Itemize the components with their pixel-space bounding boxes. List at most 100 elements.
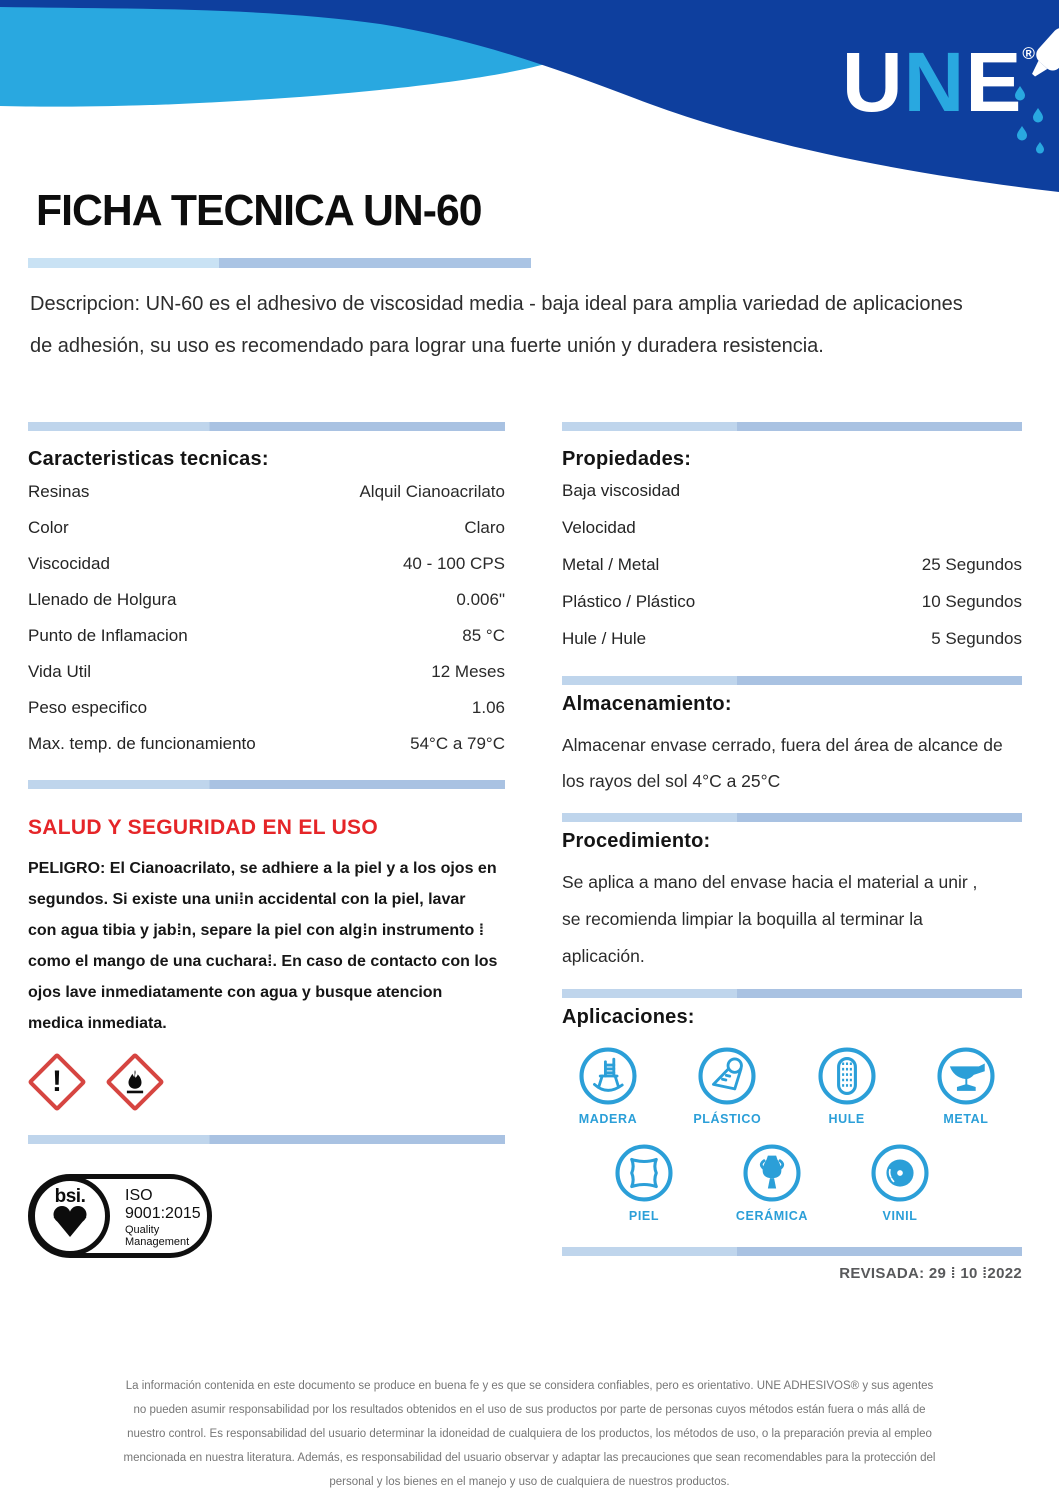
application-ceramica: CERÁMICA	[726, 1142, 818, 1223]
application-hule: HULE	[801, 1045, 893, 1126]
propiedades-table: Baja viscosidad Velocidad Metal / Metal 2…	[562, 481, 1022, 666]
spec-value: 40 - 100 CPS	[402, 554, 505, 573]
spec-label: Metal / Metal	[562, 555, 660, 574]
application-label: VINIL	[882, 1209, 918, 1223]
vinyl-record-icon	[871, 1144, 929, 1202]
page-title: FICHA TECNICA UN-60	[36, 186, 483, 235]
section-divider	[562, 1247, 1022, 1256]
application-label: METAL	[943, 1112, 989, 1126]
revision-date: REVISADA: 29 ⁞ 10 ⁞2022	[839, 1265, 1022, 1282]
application-label: HULE	[828, 1112, 865, 1126]
application-madera: MADERA	[562, 1045, 654, 1126]
description-paragraph: Descripcion: UN-60 es el adhesivo de vis…	[30, 283, 975, 367]
quality-line: Management	[125, 1236, 190, 1249]
bsi-brand-text: bsi.	[54, 1186, 86, 1207]
logo-letter-u: U	[842, 35, 904, 129]
section-divider	[562, 422, 1022, 431]
bsi-cert-text: ISO 9001:2015 Quality Management	[125, 1187, 201, 1249]
footer-disclaimer: La información contenida en este documen…	[123, 1380, 936, 1488]
registered-trademark-icon: ®	[1022, 44, 1035, 63]
rocking-chair-icon	[579, 1047, 637, 1105]
ghs-pictograms: !	[27, 1051, 505, 1113]
application-piel: PIEL	[598, 1142, 690, 1223]
applications-row-1: MADERA PLÁSTICO	[562, 1045, 1012, 1126]
table-row: Punto de Inflamacion 85 °C	[28, 626, 505, 662]
aplicaciones-heading: Aplicaciones:	[562, 1006, 695, 1028]
application-vinil: VINIL	[854, 1142, 946, 1223]
spec-label: Peso especifico	[28, 698, 148, 717]
glue-bottle-icon	[1015, 27, 1059, 154]
left-column: Caracteristicas tecnicas: Resinas Alquil …	[27, 422, 505, 1258]
table-row: Color Claro	[28, 518, 505, 554]
spec-label: Color	[28, 518, 69, 537]
application-plastico: PLÁSTICO	[681, 1045, 773, 1126]
spec-label: Llenado de Holgura	[28, 590, 177, 609]
amphora-icon	[743, 1144, 801, 1202]
table-row: Velocidad	[562, 518, 1022, 555]
applications-row-2: PIEL CERÁMICA VINIL	[562, 1142, 982, 1223]
une-logo-text: UNE	[842, 40, 1022, 124]
almacenamiento-heading: Almacenamiento:	[562, 693, 732, 715]
flammable-pictogram	[105, 1052, 165, 1112]
description-label: Descripcion:	[30, 293, 141, 315]
logo-letter-e: E	[965, 35, 1023, 129]
procedimiento-paragraph: Se aplica a mano del envase hacia el mat…	[562, 872, 978, 966]
spec-value: Alquil Cianoacrilato	[359, 482, 505, 501]
spec-value: 25 Segundos	[921, 555, 1022, 574]
right-column: Propiedades: Baja viscosidad Velocidad M…	[562, 422, 1022, 1282]
spec-value: 12 Meses	[431, 662, 505, 681]
table-row: Vida Util 12 Meses	[28, 662, 505, 698]
description-text: UN-60 es el adhesivo de viscosidad media…	[30, 293, 963, 357]
bsi-heart-icon	[53, 1206, 87, 1237]
iso-line: ISO	[125, 1187, 153, 1204]
section-divider	[562, 989, 1022, 998]
tire-tread-icon	[818, 1047, 876, 1105]
spec-label: Hule / Hule	[562, 629, 647, 648]
section-divider	[28, 1135, 505, 1144]
caracteristicas-table: Resinas Alquil Cianoacrilato Color Claro V…	[28, 482, 505, 770]
exclamation-mark-pictogram: !	[27, 1052, 87, 1112]
spec-label: Max. temp. de funcionamiento	[28, 734, 256, 753]
application-metal: METAL	[920, 1045, 1012, 1126]
une-logo: UNE ®	[842, 40, 1035, 124]
table-row: Max. temp. de funcionamiento 54°C a 79°C	[28, 734, 505, 770]
spec-value: 5 Segundos	[931, 629, 1022, 648]
flame-icon	[126, 1070, 144, 1094]
spec-label: Baja viscosidad	[562, 481, 681, 500]
table-row: Viscocidad 40 - 100 CPS	[28, 554, 505, 590]
application-label: CERÁMICA	[735, 1209, 809, 1223]
procedimiento-heading: Procedimiento:	[562, 830, 711, 852]
caracteristicas-heading: Caracteristicas tecnicas:	[28, 448, 269, 470]
table-row: Resinas Alquil Cianoacrilato	[28, 482, 505, 518]
salud-heading: SALUD Y SEGURIDAD EN EL USO	[28, 816, 378, 839]
propiedades-heading: Propiedades:	[562, 448, 692, 470]
spec-value: 10 Segundos	[921, 592, 1022, 611]
table-row: Plástico / Plástico 10 Segundos	[562, 592, 1022, 629]
spec-value: 54°C a 79°C	[410, 734, 505, 753]
section-divider	[562, 676, 1022, 685]
title-divider	[28, 258, 531, 268]
table-row: Llenado de Holgura 0.006"	[28, 590, 505, 626]
anvil-icon	[937, 1047, 995, 1105]
spec-value: 1.06	[471, 698, 505, 717]
plastic-roll-icon	[698, 1047, 756, 1105]
section-divider	[28, 780, 505, 789]
table-row: Metal / Metal 25 Segundos	[562, 555, 1022, 592]
iso-line: 9001:2015	[125, 1205, 201, 1223]
logo-letter-n: N	[903, 35, 966, 129]
spec-label: Viscocidad	[28, 554, 110, 573]
table-row: Baja viscosidad	[562, 481, 1022, 518]
leather-hide-icon	[615, 1144, 673, 1202]
application-label: PLÁSTICO	[693, 1112, 762, 1126]
spec-value: 85 °C	[462, 626, 505, 645]
spec-label: Vida Util	[28, 662, 91, 681]
bsi-iso-badge: bsi. ISO 9001:2015 Quality Management	[28, 1174, 212, 1258]
section-divider	[28, 422, 505, 431]
bsi-mark: bsi.	[30, 1176, 110, 1256]
spec-label: Velocidad	[562, 518, 636, 537]
application-label: MADERA	[578, 1112, 638, 1126]
header-wave-graphic	[0, 0, 1059, 192]
spec-label: Resinas	[28, 482, 90, 501]
table-row: Peso especifico 1.06	[28, 698, 505, 734]
